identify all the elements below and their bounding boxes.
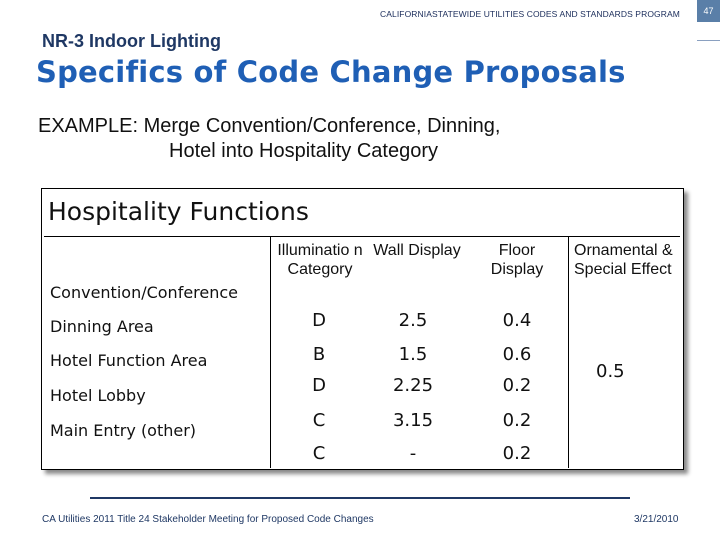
table-cell: C [312, 443, 326, 464]
table-cell: D [312, 310, 326, 331]
header-ornamental-special-effect: Ornamental & Special Effect [574, 242, 673, 278]
footer-date: 3/21/2010 [634, 514, 679, 525]
footer-divider [90, 497, 630, 499]
table-cell: - [409, 443, 417, 464]
section-title: NR-3 Indoor Lighting [42, 31, 221, 51]
example-line-1: EXAMPLE: Merge Convention/Conference, Di… [38, 112, 500, 140]
table-cell: 1.5 [398, 344, 428, 365]
table-cell: 0.4 [502, 310, 532, 331]
example-text-2: Hotel into Hospitality Category [169, 140, 439, 162]
row-label-main-entry: Main Entry (other) [50, 421, 197, 440]
example-text-1: Merge Convention/Conference, Dinning, [143, 115, 501, 137]
footer-meeting: CA Utilities 2011 Title 24 Stakeholder M… [42, 514, 374, 525]
table-cell: B [312, 344, 326, 365]
table-cell: C [312, 410, 326, 431]
example-label: EXAMPLE: [38, 115, 139, 137]
hospitality-table [41, 188, 684, 470]
row-label-hotel-function: Hotel Function Area [50, 351, 208, 370]
column-divider [568, 237, 569, 468]
table-cell: 2.25 [392, 375, 434, 396]
row-label-hotel-lobby: Hotel Lobby [50, 386, 146, 405]
table-cell: 0.2 [502, 375, 532, 396]
table-cell: 2.5 [398, 310, 428, 331]
row-label-convention: Convention/Conference [50, 283, 239, 302]
column-divider [270, 237, 271, 468]
table-title: Hospitality Functions [48, 197, 309, 226]
program-name: CALIFORNIASTATEWIDE UTILITIES CODES AND … [380, 9, 680, 19]
table-cell: 0.2 [502, 443, 532, 464]
table-cell: 0.2 [502, 410, 532, 431]
table-cell: 0.6 [502, 344, 532, 365]
header-illumination-category: Illuminatio n Category [277, 242, 363, 278]
slide-title: Specifics of Code Change Proposals [36, 55, 626, 89]
side-divider [697, 40, 720, 41]
header-wall-display: Wall Display [373, 242, 461, 259]
table-title-divider [44, 236, 680, 237]
table-cell: D [312, 375, 326, 396]
row-label-dinning-area: Dinning Area [50, 317, 154, 336]
header-floor-display: Floor Display [490, 242, 544, 278]
table-cell: 3.15 [392, 410, 434, 431]
ornamental-value: 0.5 [596, 361, 625, 382]
page-number: 47 [697, 0, 720, 22]
